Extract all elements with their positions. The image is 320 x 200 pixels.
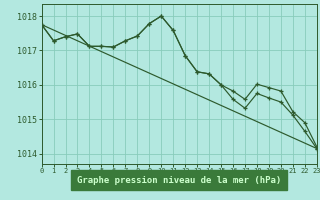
X-axis label: Graphe pression niveau de la mer (hPa): Graphe pression niveau de la mer (hPa)	[77, 176, 281, 185]
